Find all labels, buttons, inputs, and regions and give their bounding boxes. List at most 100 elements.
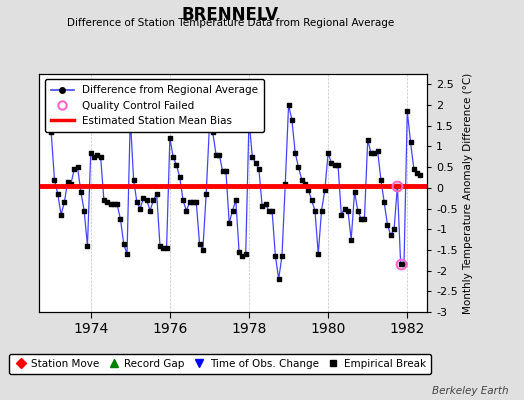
Point [139,195,148,201]
Point [301,180,309,187]
Point [169,154,177,160]
Point [416,172,424,179]
Point [318,207,326,214]
Point [116,216,125,222]
Point [162,245,171,251]
Point [344,207,352,214]
Point [159,245,168,251]
Point [351,189,359,195]
Point [152,191,161,197]
Point [113,201,122,208]
Point [86,150,95,156]
Point [166,135,174,141]
Point [176,174,184,181]
Point [73,164,82,170]
Point [80,207,89,214]
Point [219,168,227,174]
Point [285,102,293,108]
Point [242,251,250,257]
Point [133,199,141,206]
Point [77,189,85,195]
Legend: Difference from Regional Average, Quality Control Failed, Estimated Station Mean: Difference from Regional Average, Qualit… [45,79,264,132]
Point [321,187,329,193]
Point [232,197,240,204]
Point [126,114,135,121]
Point [83,242,92,249]
Point [60,199,69,206]
Point [228,207,237,214]
Point [100,197,108,204]
Point [189,199,197,206]
Point [185,199,194,206]
Point [110,201,118,208]
Point [50,176,59,183]
Point [360,216,368,222]
Point [248,154,256,160]
Point [271,253,280,259]
Point [281,180,289,187]
Point [387,232,395,239]
Point [331,162,339,168]
Legend: Station Move, Record Gap, Time of Obs. Change, Empirical Break: Station Move, Record Gap, Time of Obs. C… [9,354,431,374]
Point [199,247,207,253]
Point [146,207,154,214]
Point [149,197,158,204]
Point [225,220,233,226]
Point [195,240,204,247]
Point [278,253,286,259]
Point [70,166,79,172]
Point [357,216,365,222]
Point [235,249,243,255]
Point [413,170,421,176]
Point [311,207,319,214]
Point [179,197,187,204]
Point [57,212,66,218]
Point [390,226,398,232]
Point [192,199,201,206]
Point [252,160,260,166]
Point [106,201,115,208]
Point [123,251,131,257]
Point [261,201,270,208]
Point [67,180,75,187]
Point [367,150,375,156]
Text: Berkeley Earth: Berkeley Earth [432,386,508,396]
Point [397,261,405,268]
Point [258,203,266,210]
Point [294,164,303,170]
Point [222,168,230,174]
Point [400,261,408,268]
Point [314,251,322,257]
Point [205,122,214,129]
Point [265,207,273,214]
Point [255,166,263,172]
Point [403,108,411,114]
Text: BRENNELV: BRENNELV [182,6,279,24]
Point [334,162,342,168]
Point [364,137,372,144]
Point [308,197,316,204]
Point [172,162,181,168]
Y-axis label: Monthly Temperature Anomaly Difference (°C): Monthly Temperature Anomaly Difference (… [463,72,473,314]
Point [327,160,335,166]
Point [90,154,98,160]
Point [53,191,62,197]
Point [268,207,276,214]
Point [96,154,105,160]
Point [291,150,299,156]
Point [93,152,102,158]
Point [202,191,210,197]
Point [238,253,247,259]
Point [136,205,145,212]
Point [288,116,296,123]
Point [215,152,224,158]
Point [209,129,217,135]
Point [374,147,382,154]
Point [275,276,283,282]
Point [156,242,164,249]
Point [245,116,253,123]
Point [337,212,345,218]
Point [103,199,112,206]
Point [129,176,138,183]
Point [119,240,128,247]
